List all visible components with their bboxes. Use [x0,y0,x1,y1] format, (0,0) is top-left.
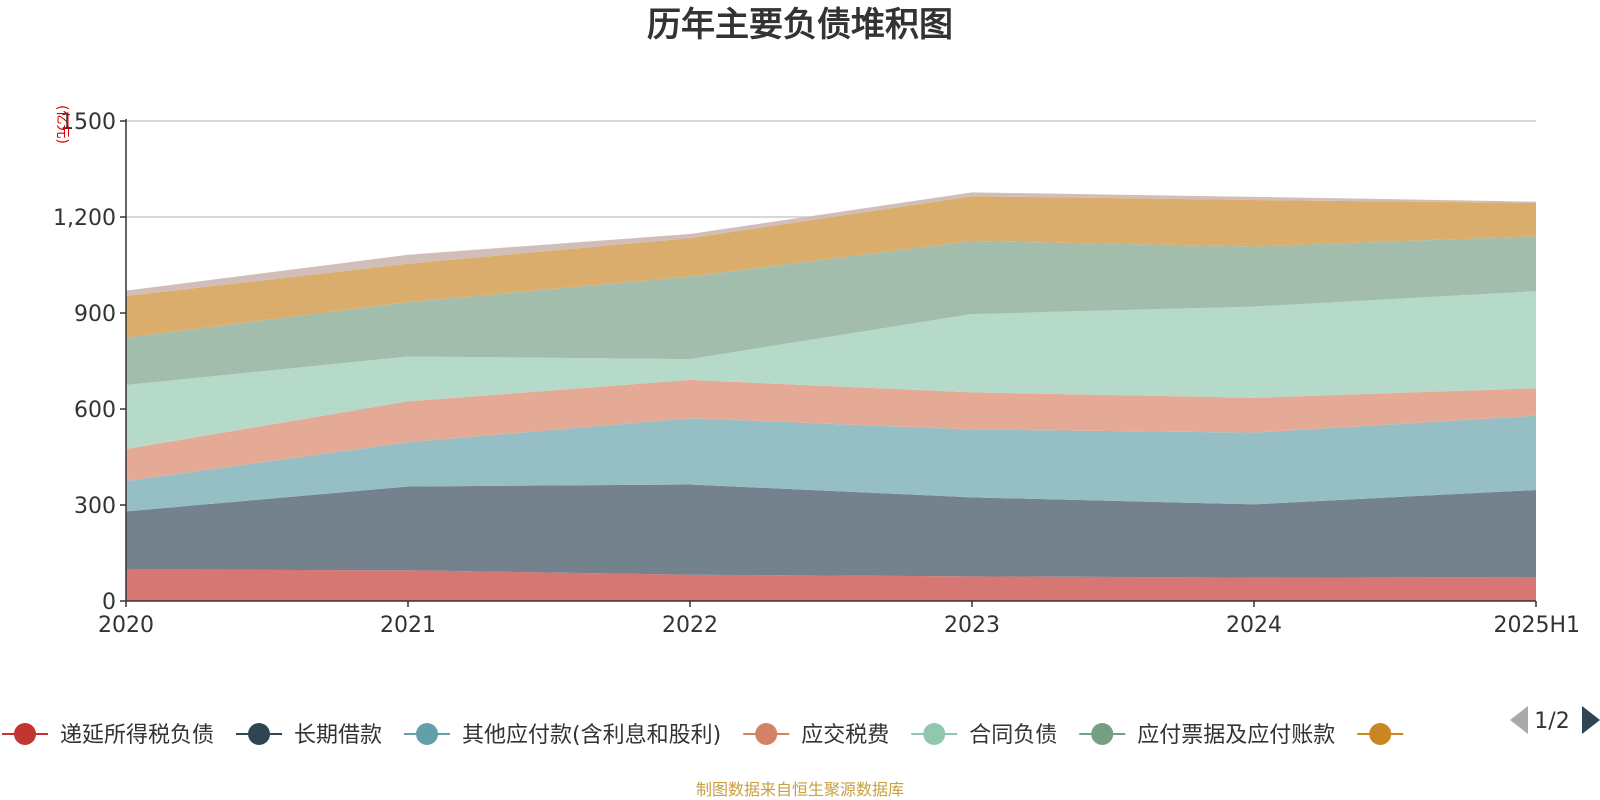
legend: 递延所得税负债 长期借款 其他应付款(含利息和股利) 应交税费 合同负债 应付票据及应付账… [2,723,1404,748]
y-axis-unit: (亿元) [54,105,70,144]
legend-marker-6 [1369,723,1392,745]
legend-item-4[interactable]: 合同负债 [911,723,1057,748]
y-tick-label-0: 0 [102,590,116,615]
area-series-2 [126,415,1536,512]
legend-prev-arrow-icon[interactable] [1510,706,1528,734]
legend-item-1[interactable]: 长期借款 [236,723,382,748]
legend-next-arrow-icon[interactable] [1582,706,1600,734]
x-tick-label-3: 2023 [944,613,1000,638]
legend-marker-3 [755,723,778,745]
legend-label-1: 长期借款 [294,723,382,748]
legend-item-3[interactable]: 应交税费 [743,723,889,748]
legend-marker-1 [248,723,271,745]
area-layers [126,192,1536,601]
legend-pager: 1/2 [1510,706,1600,734]
chart-title: 历年主要负债堆积图 [647,5,953,45]
legend-item-0[interactable]: 递延所得税负债 [2,723,214,748]
area-series-4 [126,291,1536,449]
y-tick-label-1: 300 [74,494,116,519]
area-series-5 [126,236,1536,385]
area-series-1 [126,484,1536,578]
x-tick-labels: 2020 2021 2022 2023 2024 2025H1 [98,613,1580,638]
y-tick-label-3: 900 [74,302,116,327]
legend-label-2: 其他应付款(含利息和股利) [462,723,721,748]
y-tick-label-5: 1500 [60,110,116,135]
x-tick-label-2: 2022 [662,613,718,638]
legend-marker-0 [14,723,36,745]
legend-item-5[interactable]: 应付票据及应付账款 [1079,723,1335,748]
legend-marker-5 [1091,723,1114,745]
axes [120,119,1537,607]
legend-marker-2 [416,723,439,745]
x-tick-label-0: 2020 [98,613,154,638]
legend-label-4: 合同负债 [969,723,1057,748]
x-tick-label-5: 2025H1 [1493,613,1580,638]
y-tick-label-2: 600 [74,398,116,423]
area-series-6 [126,196,1536,338]
legend-marker-4 [923,723,946,745]
source-note: 制图数据来自恒生聚源数据库 [696,780,904,799]
legend-page-indicator: 1/2 [1534,709,1569,734]
area-series-3 [126,379,1536,481]
legend-label-5: 应付票据及应付账款 [1137,723,1335,748]
legend-label-3: 应交税费 [801,723,889,748]
y-tick-label-4: 1,200 [53,206,116,231]
legend-label-0: 递延所得税负债 [60,723,214,748]
area-series-0 [126,569,1536,601]
y-tick-labels: 0 300 600 900 1,200 1500 [53,110,116,615]
x-tick-label-4: 2024 [1226,613,1282,638]
x-tick-label-1: 2021 [380,613,436,638]
legend-item-2[interactable]: 其他应付款(含利息和股利) [404,723,721,748]
legend-item-6[interactable] [1357,723,1404,745]
